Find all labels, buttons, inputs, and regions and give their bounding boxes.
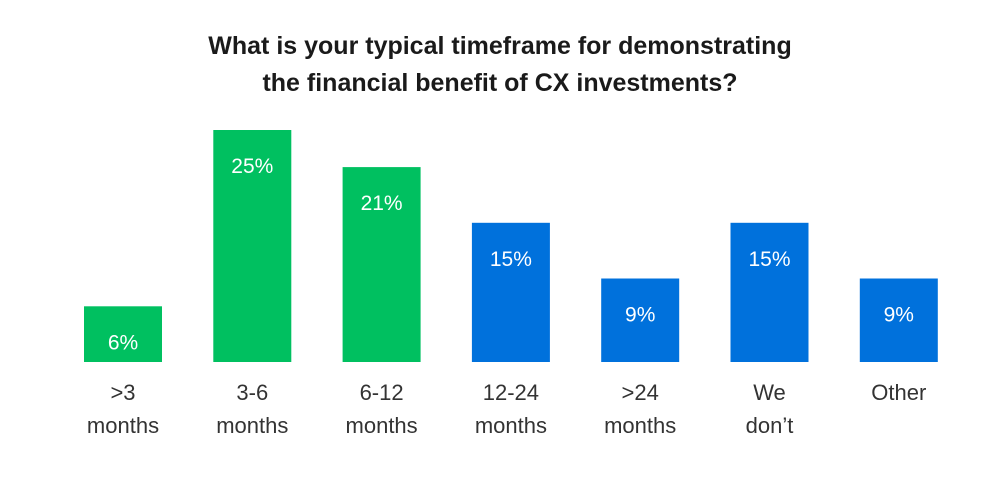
category-label-4-line-1: months [604,413,676,438]
category-label-3-line-1: months [475,413,547,438]
bar-value-label-3: 15% [490,248,532,271]
category-label-6-line-0: Other [871,380,926,405]
bar-2 [342,167,421,362]
bar-5 [730,222,809,362]
bar-6 [859,278,938,362]
bar-value-label-6: 9% [884,304,914,327]
category-label-3-line-0: 12-24 [483,380,539,405]
bar-4 [601,278,680,362]
category-label-2-line-1: months [346,413,418,438]
bar-3 [471,222,550,362]
bar-value-label-4: 9% [625,304,655,327]
category-label-2-line-0: 6-12 [360,380,404,405]
bar-1 [213,130,292,362]
category-label-4-line-0: >24 [622,380,659,405]
category-label-5-line-0: We [753,380,786,405]
category-label-1-line-0: 3-6 [236,380,268,405]
category-label-1-line-1: months [216,413,288,438]
chart-title: What is your typical timeframe for demon… [208,32,792,97]
bar-value-label-1: 25% [231,155,273,178]
bar-value-label-0: 6% [108,331,138,354]
bar-0 [84,306,162,362]
category-label-5-line-1: don’t [746,413,794,438]
category-label-0-line-0: >3 [110,380,135,405]
bar-value-label-5: 15% [748,248,790,271]
category-label-0-line-1: months [87,413,159,438]
bar-value-label-2: 21% [361,192,403,215]
